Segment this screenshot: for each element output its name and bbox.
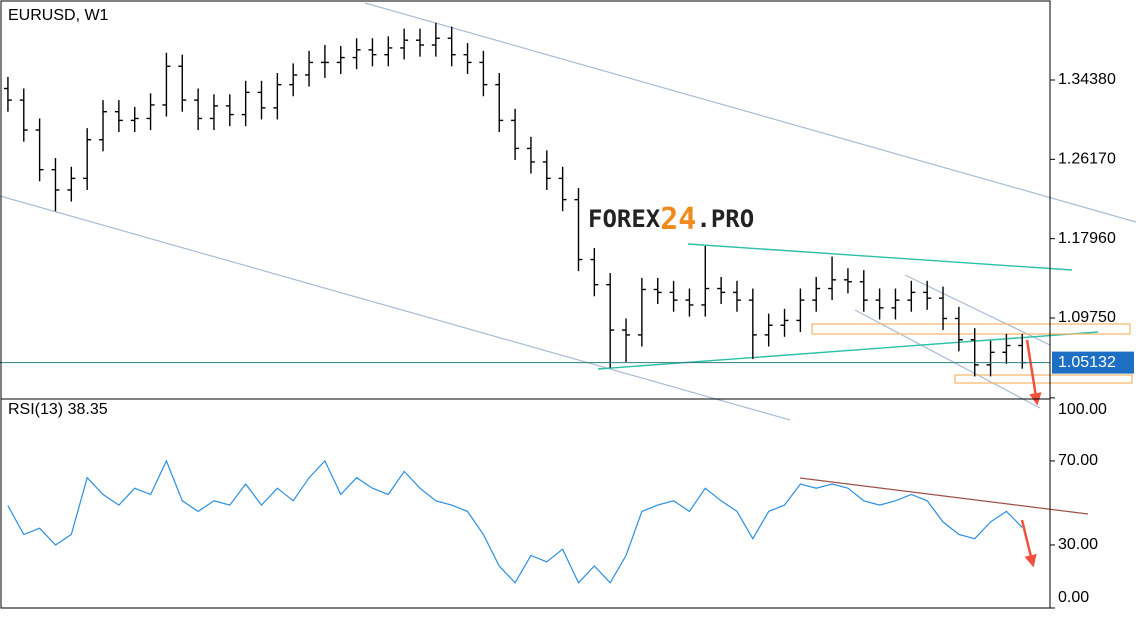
y-tick-label: 30.00 bbox=[1058, 536, 1098, 553]
watermark-part: .PRO bbox=[696, 205, 754, 233]
rsi-trend-line bbox=[799, 477, 1089, 515]
y-tick-label: 1.34380 bbox=[1058, 71, 1116, 88]
y-tick-label: 100.00 bbox=[1058, 401, 1107, 418]
arrow bbox=[1025, 339, 1042, 406]
frame bbox=[0, 0, 1051, 609]
y-tick-label: 0.00 bbox=[1058, 589, 1089, 606]
rsi-line bbox=[7, 459, 1023, 584]
watermark: FOREX24.PRO bbox=[588, 202, 754, 237]
y-tick-label: 1.09750 bbox=[1058, 309, 1116, 326]
channel-line bbox=[904, 274, 1051, 346]
trend-line bbox=[597, 331, 1099, 370]
chart-title: EURUSD, W1 bbox=[8, 7, 109, 24]
y-tick-label: 1.17960 bbox=[1058, 230, 1116, 247]
watermark-part: FOREX bbox=[588, 205, 661, 233]
watermark-part: 24 bbox=[660, 202, 696, 237]
y-tick-label: 1.26170 bbox=[1058, 151, 1116, 168]
last-price-label: 1.05132 bbox=[1058, 354, 1116, 371]
last-price-box bbox=[1052, 351, 1134, 374]
arrow bbox=[1020, 519, 1037, 568]
channel-line bbox=[854, 309, 1041, 409]
drawings bbox=[0, 2, 1136, 568]
zone bbox=[954, 374, 1133, 384]
channel-line bbox=[0, 195, 791, 421]
y-tick-label: 70.00 bbox=[1058, 452, 1098, 469]
channel-line bbox=[364, 2, 1136, 223]
trend-line bbox=[687, 243, 1073, 271]
marks bbox=[0, 22, 1050, 584]
axis: 1.34380 1.26170 1.17960 1.09750 1.05132 100.0… bbox=[1050, 71, 1134, 609]
rsi-title: RSI(13) 38.35 bbox=[8, 401, 108, 418]
zone bbox=[811, 323, 1131, 335]
